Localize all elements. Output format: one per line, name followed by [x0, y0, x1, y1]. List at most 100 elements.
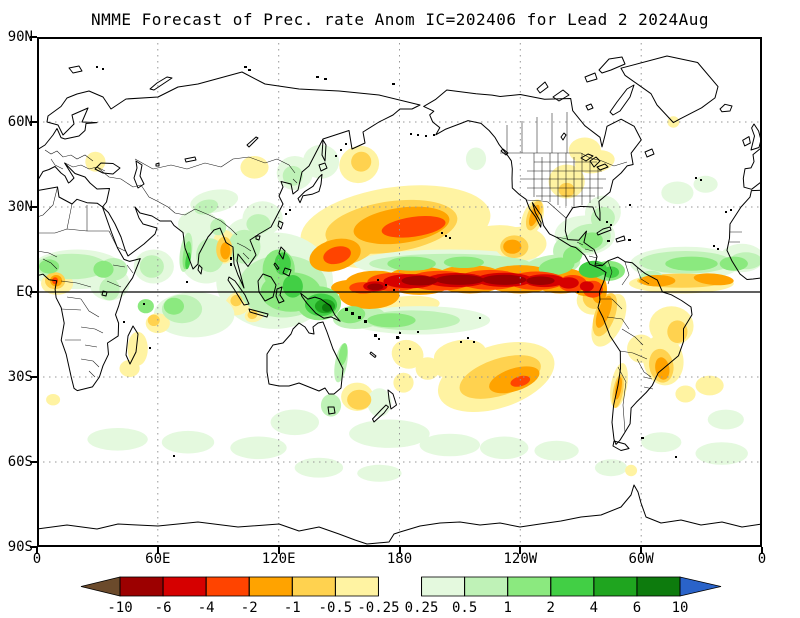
- lat-axis-label: 90N: [7, 29, 33, 45]
- anomaly-region-g4: [274, 252, 291, 275]
- colorbar-tick-label: 0.25: [405, 600, 439, 616]
- lon-axis-label: 60E: [145, 551, 171, 567]
- lat-axis-label: 30S: [7, 369, 33, 385]
- anomaly-region-o1: [655, 357, 670, 380]
- anomaly-region-r2: [526, 276, 555, 285]
- colorbar-segment: [507, 576, 552, 597]
- anomaly-region-g3: [163, 297, 184, 315]
- anomaly-region-g1: [419, 433, 480, 457]
- axis-tick: [30, 36, 37, 38]
- colorbar-segment: [421, 576, 466, 597]
- anomaly-region-g2: [139, 255, 164, 278]
- anomaly-region-g2: [99, 277, 120, 301]
- anomaly-region-g1: [302, 144, 340, 179]
- axis-tick: [398, 547, 401, 554]
- anomaly-region-g2: [210, 218, 227, 236]
- anomaly-region-g1: [480, 436, 529, 460]
- lon-axis-label: 180: [386, 551, 413, 567]
- anomaly-region-g1: [641, 432, 682, 453]
- anomaly-field: [37, 116, 762, 482]
- figure-title: NMME Forecast of Prec. rate Anom IC=2024…: [90, 10, 710, 29]
- anomaly-region-g1: [161, 430, 215, 454]
- anomaly-region-g4: [185, 252, 191, 270]
- anomaly-region-g3: [39, 259, 60, 274]
- anomaly-region-g1: [693, 175, 718, 193]
- colorbar-right-arrow: [679, 576, 722, 597]
- axis-tick: [30, 121, 37, 123]
- anomaly-region-o2: [510, 375, 531, 387]
- anomaly-region-o2: [323, 246, 351, 265]
- axis-tick: [30, 546, 37, 548]
- anomaly-region-g3: [665, 256, 718, 271]
- colorbar-segment: [248, 576, 293, 597]
- plot-frame: [37, 37, 762, 547]
- anomaly-region-g1: [178, 209, 219, 239]
- anomaly-region-y1: [240, 156, 269, 179]
- gridlines: [37, 37, 762, 547]
- lat-axis-label: 30N: [7, 199, 33, 215]
- anomaly-region-y2: [347, 389, 372, 410]
- anomaly-region-g1: [661, 181, 694, 205]
- anomaly-region-y2: [667, 320, 688, 344]
- anomaly-region-g1: [367, 388, 392, 417]
- colorbar-tick-label: 1: [503, 600, 511, 616]
- colorbar-segment: [334, 576, 379, 597]
- colorbar-tick-label: 6: [633, 600, 641, 616]
- lon-axis-label: 120W: [503, 551, 538, 567]
- colorbar-tick-label: 4: [590, 600, 598, 616]
- colorbar-segment: [636, 576, 681, 597]
- anomaly-region-y1: [393, 372, 414, 393]
- colorbar-segment: [464, 576, 509, 597]
- anomaly-region-o1: [595, 295, 612, 328]
- anomaly-region-g3: [93, 260, 114, 278]
- lat-axis-label: 60N: [7, 114, 33, 130]
- anomaly-region-g1: [707, 409, 744, 430]
- anomaly-region-g1: [230, 436, 287, 460]
- colorbar-tick-label: 0.5: [452, 600, 477, 616]
- anomaly-region-g1: [594, 459, 628, 477]
- anomaly-region-y1: [127, 331, 148, 366]
- anomaly-region-r1: [579, 281, 594, 292]
- anomaly-region-y1: [432, 348, 468, 378]
- anomaly-region-g2: [320, 394, 342, 417]
- colorbar-segment: [205, 576, 250, 597]
- anomaly-region-g4: [602, 266, 620, 278]
- colorbar-segment: [291, 576, 336, 597]
- anomaly-region-g1: [695, 442, 748, 465]
- anomaly-region-g1: [465, 147, 487, 171]
- anomaly-region-g3: [338, 343, 348, 366]
- axis-tick: [519, 547, 522, 554]
- anomaly-region-r2: [482, 274, 527, 285]
- colorbar-tick-label: -1: [284, 600, 301, 616]
- anomaly-region-r2: [435, 274, 485, 285]
- anomaly-region-g2: [282, 165, 303, 186]
- anomaly-region-g1: [534, 440, 579, 461]
- colorbar-left-arrow: [80, 576, 121, 597]
- axis-tick: [761, 547, 763, 554]
- world-map-canvas: [37, 37, 762, 547]
- coastlines: [37, 55, 762, 545]
- anomaly-region-r2: [367, 283, 384, 291]
- colorbar-tick-label: 2: [547, 600, 555, 616]
- axis-tick: [30, 461, 37, 463]
- colorbar-tick-label: -0.5: [319, 600, 353, 616]
- anomaly-region-r1: [558, 277, 579, 289]
- colorbar-segment: [162, 576, 207, 597]
- anomaly-region-o2: [381, 216, 446, 238]
- colorbar-tick-label: -4: [198, 600, 215, 616]
- colorbar-segment: [119, 576, 164, 597]
- anomaly-region-y2: [147, 314, 160, 326]
- anomaly-region-g3: [367, 313, 416, 328]
- colorbar-tick-label: -6: [155, 600, 172, 616]
- anomaly-region-y1: [625, 464, 638, 477]
- anomaly-region-g4: [282, 275, 303, 298]
- colorbar: -10 -6 -4 -2 -1 -0.5 -0.25 0.25 0.5 1 2 4 6 10: [80, 576, 722, 616]
- colorbar-segment: [593, 576, 638, 597]
- lat-axis-label: EQ: [16, 284, 33, 300]
- lon-axis-label: 60W: [628, 551, 654, 567]
- anomaly-region-r2: [401, 275, 438, 286]
- map-plot: [37, 37, 762, 547]
- axis-tick: [36, 547, 38, 554]
- colorbar-segment: [550, 576, 595, 597]
